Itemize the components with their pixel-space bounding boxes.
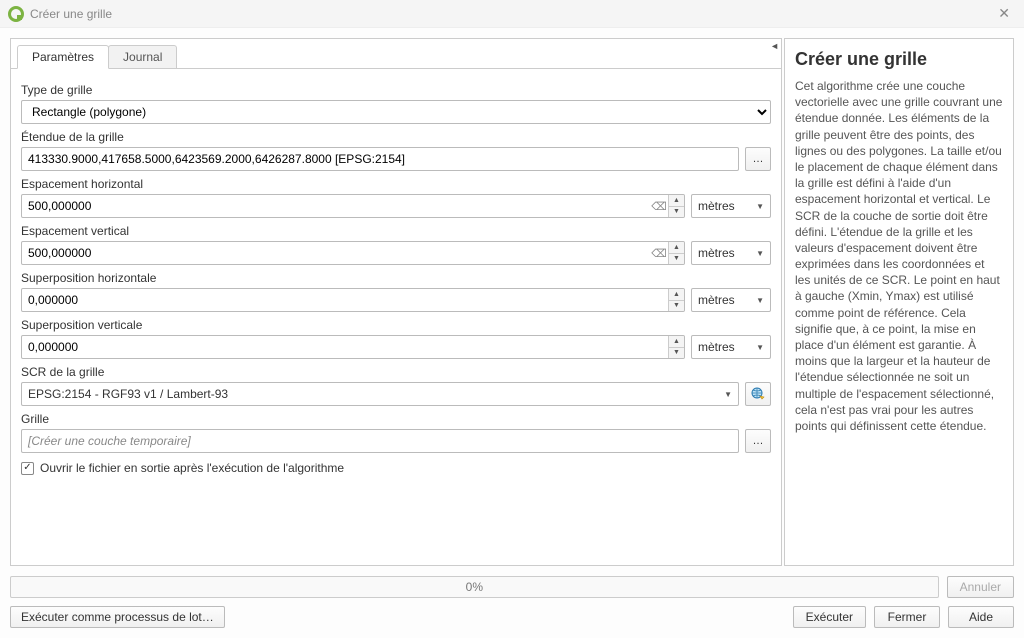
execute-button[interactable]: Exécuter — [793, 606, 866, 628]
esp-h-up-icon[interactable]: ▲ — [669, 195, 684, 207]
chevron-down-icon: ▼ — [756, 249, 764, 258]
parameters-pane: ◄ Paramètres Journal Type de grille Rect… — [10, 38, 782, 566]
sup-h-down-icon[interactable]: ▼ — [669, 301, 684, 312]
label-grille-out: Grille — [21, 412, 771, 426]
dialog-window: Créer une grille ✕ ◄ Paramètres Journal … — [0, 0, 1024, 638]
label-sup-v: Superposition verticale — [21, 318, 771, 332]
sup-h-spin[interactable]: ▲ ▼ — [21, 288, 685, 312]
esp-v-up-icon[interactable]: ▲ — [669, 242, 684, 254]
esp-v-unit-label: mètres — [698, 246, 735, 260]
sup-v-unit-select[interactable]: mètres ▼ — [691, 335, 771, 359]
sup-v-down-icon[interactable]: ▼ — [669, 348, 684, 359]
esp-h-unit-label: mètres — [698, 199, 735, 213]
close-icon[interactable]: ✕ — [992, 5, 1016, 22]
esp-h-input[interactable] — [22, 195, 650, 217]
label-etendue: Étendue de la grille — [21, 130, 771, 144]
help-title: Créer une grille — [795, 49, 1003, 70]
open-after-row[interactable]: ✓ Ouvrir le fichier en sortie après l'ex… — [21, 461, 771, 475]
titlebar: Créer une grille ✕ — [0, 0, 1024, 28]
open-after-label: Ouvrir le fichier en sortie après l'exéc… — [40, 461, 344, 475]
etendue-input[interactable] — [21, 147, 739, 171]
close-button[interactable]: Fermer — [874, 606, 940, 628]
bottom-bar: 0% Annuler Exécuter comme processus de l… — [0, 576, 1024, 638]
label-sup-h: Superposition horizontale — [21, 271, 771, 285]
sup-h-unit-label: mètres — [698, 293, 735, 307]
sup-h-input[interactable] — [22, 289, 668, 311]
label-esp-v: Espacement vertical — [21, 224, 771, 238]
output-picker-button[interactable]: … — [745, 429, 771, 453]
scr-select[interactable]: EPSG:2154 - RGF93 v1 / Lambert-93 ▼ — [21, 382, 739, 406]
esp-v-clear-icon[interactable]: ⌫ — [650, 242, 668, 264]
parameters-body: Type de grille Rectangle (polygone) Éten… — [11, 68, 781, 565]
sup-v-unit-label: mètres — [698, 340, 735, 354]
batch-button[interactable]: Exécuter comme processus de lot… — [10, 606, 225, 628]
content-area: ◄ Paramètres Journal Type de grille Rect… — [0, 28, 1024, 576]
chevron-down-icon: ▼ — [756, 343, 764, 352]
esp-v-spin[interactable]: ⌫ ▲ ▼ — [21, 241, 685, 265]
sup-h-up-icon[interactable]: ▲ — [669, 289, 684, 301]
esp-h-unit-select[interactable]: mètres ▼ — [691, 194, 771, 218]
esp-v-input[interactable] — [22, 242, 650, 264]
help-button[interactable]: Aide — [948, 606, 1014, 628]
progress-bar: 0% — [10, 576, 939, 598]
tab-journal[interactable]: Journal — [108, 45, 177, 68]
esp-v-down-icon[interactable]: ▼ — [669, 254, 684, 265]
label-scr: SCR de la grille — [21, 365, 771, 379]
chevron-down-icon: ▼ — [756, 296, 764, 305]
type-grille-select[interactable]: Rectangle (polygone) — [21, 100, 771, 124]
scr-value: EPSG:2154 - RGF93 v1 / Lambert-93 — [28, 387, 228, 401]
label-type-grille: Type de grille — [21, 83, 771, 97]
sup-v-up-icon[interactable]: ▲ — [669, 336, 684, 348]
label-esp-h: Espacement horizontal — [21, 177, 771, 191]
sup-v-input[interactable] — [22, 336, 668, 358]
scr-picker-button[interactable] — [745, 382, 771, 406]
tab-bar: Paramètres Journal — [11, 39, 781, 68]
output-input[interactable]: [Créer une couche temporaire] — [21, 429, 739, 453]
open-after-checkbox[interactable]: ✓ — [21, 462, 34, 475]
help-text: Cet algorithme crée une couche vectoriel… — [795, 78, 1003, 434]
window-title: Créer une grille — [30, 7, 112, 21]
sup-v-spin[interactable]: ▲ ▼ — [21, 335, 685, 359]
chevron-down-icon: ▼ — [724, 390, 732, 399]
qgis-icon — [8, 6, 24, 22]
help-pane: Créer une grille Cet algorithme crée une… — [784, 38, 1014, 566]
esp-v-unit-select[interactable]: mètres ▼ — [691, 241, 771, 265]
sup-h-unit-select[interactable]: mètres ▼ — [691, 288, 771, 312]
esp-h-spin[interactable]: ⌫ ▲ ▼ — [21, 194, 685, 218]
tab-parametres[interactable]: Paramètres — [17, 45, 109, 69]
cancel-button[interactable]: Annuler — [947, 576, 1014, 598]
esp-h-clear-icon[interactable]: ⌫ — [650, 195, 668, 217]
chevron-down-icon: ▼ — [756, 202, 764, 211]
etendue-picker-button[interactable]: … — [745, 147, 771, 171]
esp-h-down-icon[interactable]: ▼ — [669, 207, 684, 218]
